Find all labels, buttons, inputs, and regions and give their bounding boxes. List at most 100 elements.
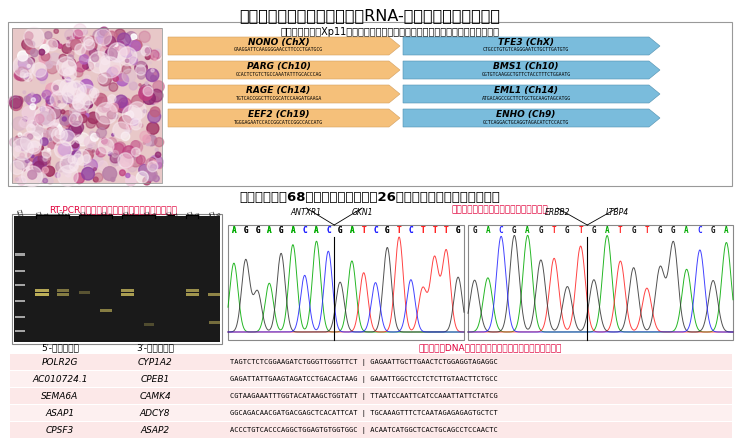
Circle shape: [8, 96, 20, 107]
Circle shape: [35, 107, 56, 127]
Circle shape: [52, 80, 67, 95]
Circle shape: [26, 94, 38, 105]
Circle shape: [57, 93, 67, 103]
Circle shape: [67, 155, 77, 165]
Circle shape: [131, 119, 138, 125]
Circle shape: [18, 56, 32, 70]
Circle shape: [84, 136, 95, 147]
Circle shape: [155, 148, 158, 151]
Circle shape: [12, 138, 33, 160]
Bar: [57, 289, 69, 292]
Circle shape: [100, 57, 121, 78]
Text: G: G: [255, 226, 260, 235]
Text: ANTXR1: ANTXR1: [291, 208, 322, 217]
Text: EML1 (Ch14): EML1 (Ch14): [494, 86, 558, 95]
Bar: [186, 289, 199, 292]
Text: TGTCACCGGCTTCCGCATCCAAGATGAAGA: TGTCACCGGCTTCCGCATCCAAGATGAAGA: [235, 95, 322, 100]
Circle shape: [74, 83, 79, 88]
Circle shape: [63, 93, 73, 104]
Circle shape: [41, 103, 53, 115]
Text: A: A: [267, 226, 272, 235]
Text: 6
癌組織: 6 癌組織: [143, 209, 155, 220]
Polygon shape: [403, 37, 660, 55]
Circle shape: [115, 38, 118, 40]
Circle shape: [108, 95, 116, 103]
Circle shape: [86, 101, 90, 105]
Circle shape: [24, 96, 30, 102]
Circle shape: [112, 134, 114, 136]
Circle shape: [10, 99, 22, 111]
Circle shape: [70, 102, 75, 108]
Circle shape: [83, 155, 91, 163]
Circle shape: [67, 55, 73, 61]
Circle shape: [73, 98, 84, 109]
Circle shape: [92, 55, 98, 62]
Text: A: A: [485, 226, 490, 235]
Text: G: G: [512, 226, 517, 235]
Circle shape: [46, 39, 58, 51]
Circle shape: [23, 117, 27, 121]
Circle shape: [66, 42, 71, 47]
Circle shape: [58, 93, 61, 96]
Circle shape: [24, 32, 33, 40]
Circle shape: [73, 151, 81, 157]
Circle shape: [52, 127, 67, 143]
Circle shape: [134, 53, 148, 67]
Circle shape: [10, 138, 18, 147]
Circle shape: [62, 163, 65, 166]
Circle shape: [90, 49, 98, 57]
Circle shape: [86, 119, 95, 128]
Circle shape: [130, 42, 140, 52]
Circle shape: [30, 49, 38, 57]
Bar: [57, 293, 69, 296]
Circle shape: [80, 79, 92, 92]
Bar: [8, 22, 732, 186]
Circle shape: [86, 101, 92, 108]
Text: A: A: [267, 226, 272, 235]
Circle shape: [143, 92, 155, 104]
Text: RAGE (Ch14): RAGE (Ch14): [246, 86, 311, 95]
Circle shape: [67, 152, 78, 162]
Circle shape: [121, 96, 127, 102]
Circle shape: [46, 100, 56, 109]
Text: GGCAGACAACGATGACGAGCTCACATTCAT | TGCAAAGTTTCTCAATAGAGAGAGTGCTCT: GGCAGACAACGATGACGAGCTCACATTCAT | TGCAAAG…: [230, 410, 498, 417]
Circle shape: [84, 166, 92, 174]
Circle shape: [38, 160, 43, 165]
Text: T: T: [420, 226, 425, 235]
Circle shape: [61, 148, 70, 157]
Bar: [186, 293, 199, 296]
Circle shape: [95, 36, 103, 44]
Circle shape: [73, 34, 77, 39]
Circle shape: [115, 29, 125, 40]
Circle shape: [70, 106, 81, 117]
Circle shape: [95, 29, 112, 46]
Circle shape: [34, 149, 41, 155]
Circle shape: [111, 178, 115, 182]
Circle shape: [158, 115, 161, 117]
Circle shape: [62, 60, 76, 75]
Circle shape: [81, 167, 95, 180]
Circle shape: [85, 62, 94, 71]
Circle shape: [67, 163, 73, 167]
Circle shape: [64, 67, 76, 81]
Text: G: G: [243, 226, 248, 235]
Circle shape: [17, 176, 26, 185]
Circle shape: [92, 156, 103, 166]
Circle shape: [84, 149, 90, 154]
Polygon shape: [403, 61, 660, 79]
Circle shape: [21, 166, 42, 186]
Circle shape: [13, 117, 26, 131]
Circle shape: [95, 151, 99, 155]
Text: CPSF3: CPSF3: [46, 426, 74, 435]
Text: ERBB2: ERBB2: [545, 208, 570, 217]
Circle shape: [35, 114, 44, 123]
Circle shape: [30, 104, 36, 110]
Text: 8
癌組織: 8 癌組織: [186, 209, 199, 220]
Circle shape: [150, 164, 157, 170]
Circle shape: [114, 42, 118, 47]
Circle shape: [75, 135, 84, 143]
Circle shape: [73, 24, 87, 37]
Circle shape: [129, 154, 142, 167]
Circle shape: [25, 159, 30, 163]
Circle shape: [40, 107, 45, 111]
